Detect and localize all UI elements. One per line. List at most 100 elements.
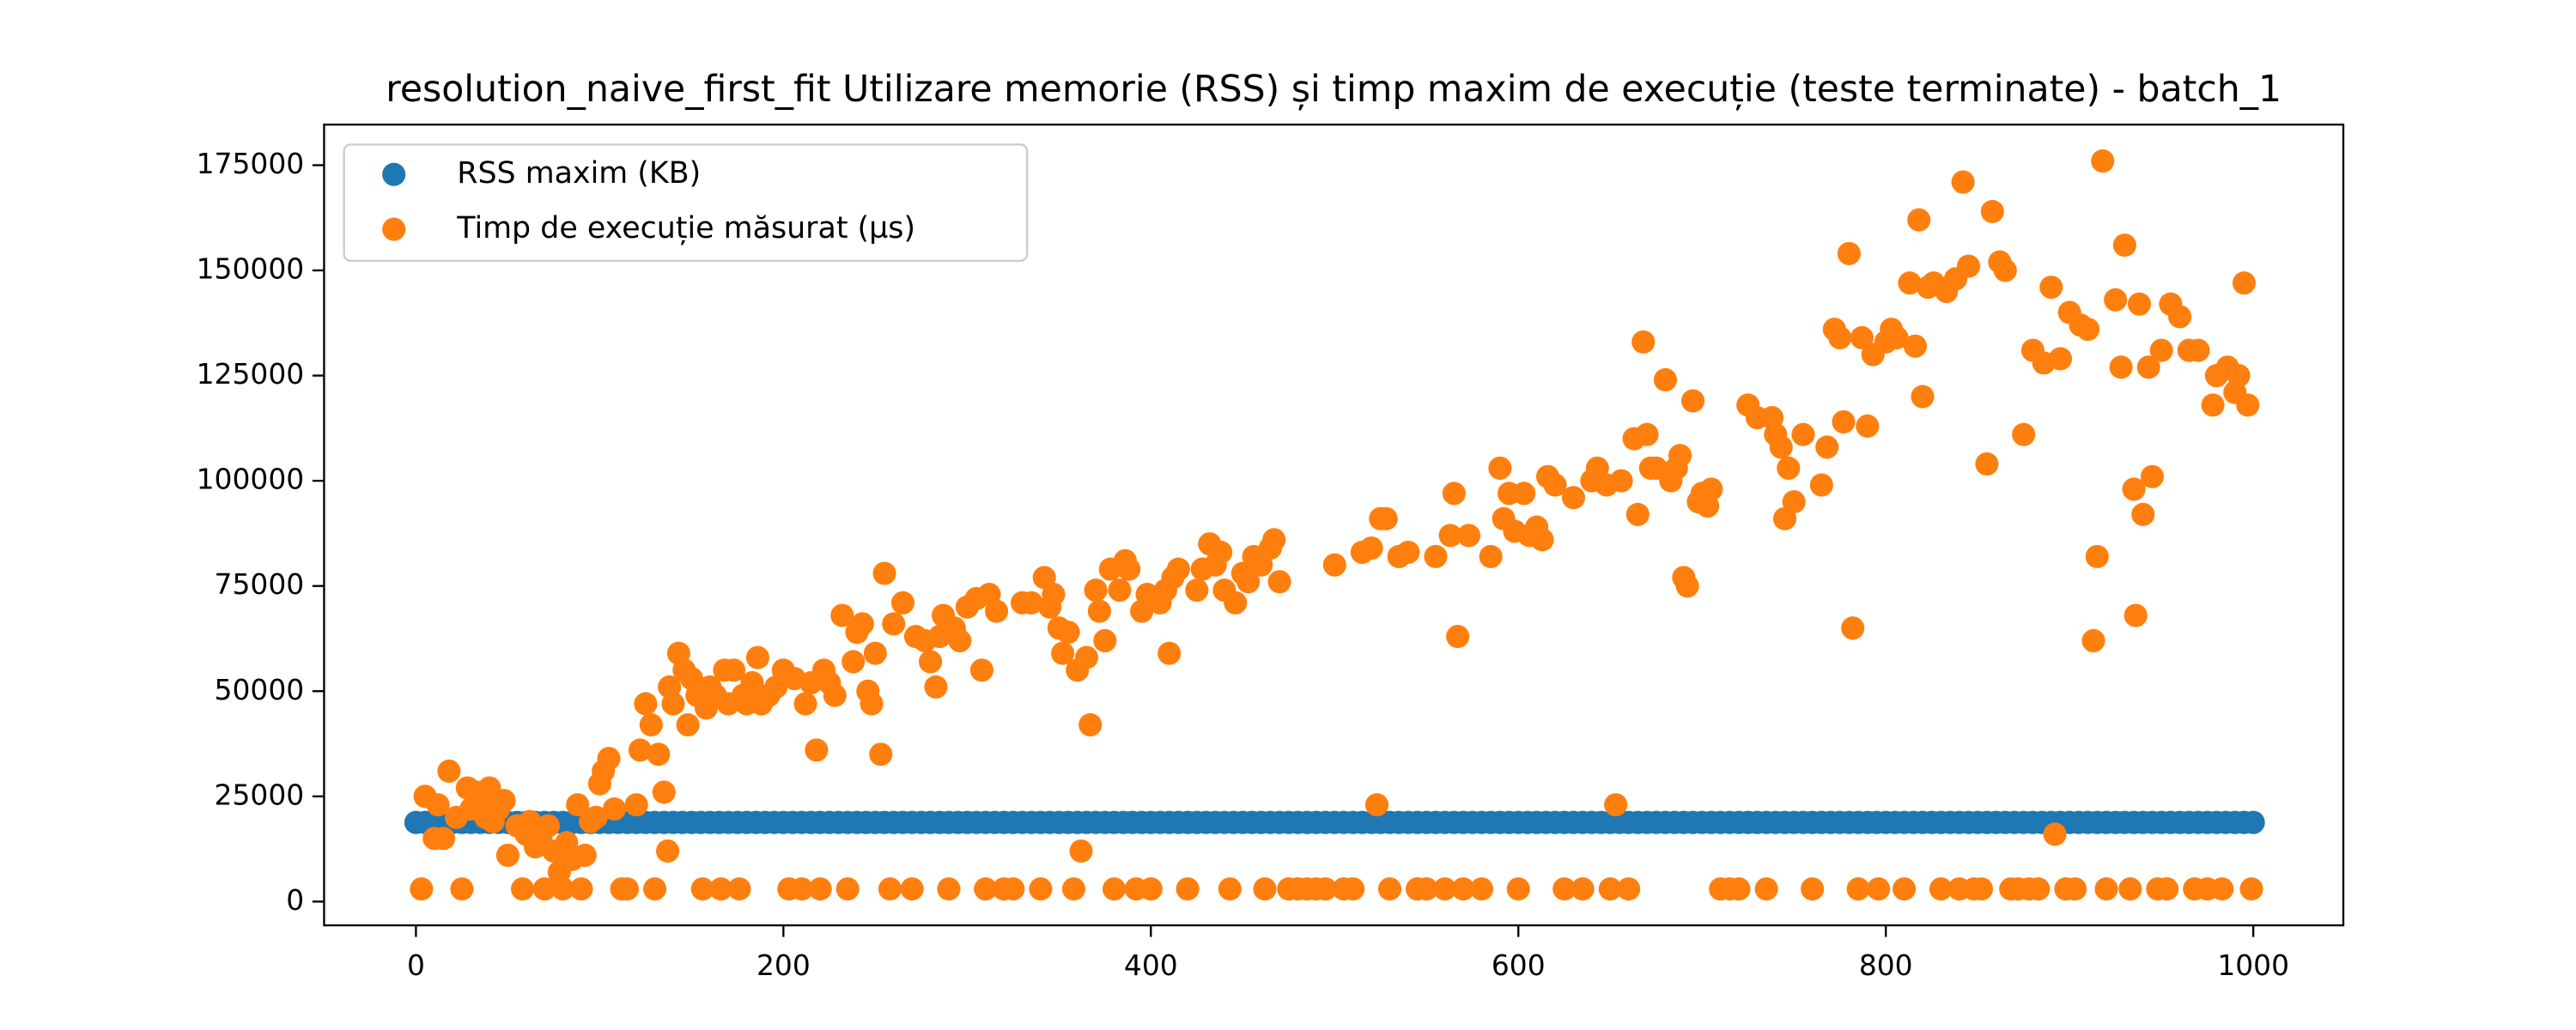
point <box>2236 393 2260 417</box>
point <box>2085 544 2109 568</box>
point <box>2232 271 2257 295</box>
y-tick-label: 25000 <box>215 778 305 811</box>
point <box>1903 334 1928 358</box>
point <box>1893 877 1917 901</box>
point <box>1951 170 1975 194</box>
x-tick-label: 800 <box>1859 948 1913 982</box>
point <box>518 809 542 833</box>
point <box>652 780 676 804</box>
point <box>924 675 948 699</box>
y-tick-label: 0 <box>286 883 304 917</box>
point <box>639 712 663 737</box>
point <box>1809 473 1833 497</box>
point <box>2136 355 2160 379</box>
point <box>2048 347 2073 371</box>
y-tick-label: 100000 <box>197 463 305 496</box>
point <box>823 683 847 707</box>
point <box>841 650 866 674</box>
point <box>882 612 906 636</box>
legend: RSS maxim (KB) Timp de execuție măsurat (… <box>343 143 1029 263</box>
point <box>450 877 474 901</box>
point <box>2149 338 2173 362</box>
point <box>1236 570 1261 594</box>
point <box>1777 456 1801 480</box>
point <box>1456 524 1481 548</box>
point <box>1975 451 1999 476</box>
point <box>2118 877 2142 901</box>
point <box>937 877 961 901</box>
point <box>532 877 556 901</box>
point <box>1166 557 1190 581</box>
point <box>536 814 561 838</box>
point <box>1625 502 1649 526</box>
point <box>835 877 860 901</box>
x-tick-label: 600 <box>1492 948 1546 982</box>
point <box>2123 603 2148 627</box>
point <box>676 712 700 737</box>
legend-label: RSS maxim (KB) <box>457 156 701 191</box>
point <box>615 877 640 901</box>
point <box>2122 477 2146 501</box>
point <box>2186 338 2210 362</box>
point <box>860 692 884 716</box>
point <box>1571 877 1595 901</box>
point <box>1093 628 1117 652</box>
point <box>2155 877 2179 901</box>
point <box>1801 877 1825 901</box>
point <box>1424 544 1448 568</box>
point <box>584 805 608 829</box>
point <box>1001 877 1025 901</box>
point <box>1074 645 1098 670</box>
point <box>2091 149 2115 173</box>
point <box>1699 477 1723 501</box>
point <box>573 843 597 867</box>
point <box>1653 367 1678 392</box>
point <box>1267 570 1291 594</box>
point <box>1668 444 1692 468</box>
point <box>1754 877 1778 901</box>
point <box>1314 877 1338 901</box>
point <box>1341 877 1365 901</box>
point <box>869 742 893 766</box>
point <box>1867 877 1891 901</box>
point <box>1157 641 1182 665</box>
point <box>1364 793 1389 817</box>
point <box>1631 330 1656 354</box>
point <box>1506 877 1530 901</box>
x-tick-label: 1000 <box>2217 948 2289 982</box>
point <box>690 877 714 901</box>
point <box>1898 271 1922 295</box>
point <box>1442 482 1466 506</box>
point <box>1108 579 1132 603</box>
y-tick-label: 75000 <box>215 567 305 601</box>
point <box>709 877 733 901</box>
point <box>426 793 450 817</box>
axes-frame <box>323 124 2345 927</box>
point <box>1322 553 1346 577</box>
point <box>793 692 817 716</box>
point <box>656 839 680 863</box>
point <box>969 658 994 682</box>
point <box>872 561 896 585</box>
point <box>643 877 667 901</box>
point <box>1069 839 1093 863</box>
point <box>948 628 972 652</box>
legend-box <box>343 143 1029 263</box>
point <box>1056 621 1080 645</box>
point <box>1552 877 1577 901</box>
point <box>1117 557 1141 581</box>
point <box>1929 877 1953 901</box>
point <box>1604 793 1628 817</box>
point <box>1815 435 1839 459</box>
point <box>1218 877 1242 901</box>
point <box>566 793 590 817</box>
series <box>410 149 2263 901</box>
legend-marker <box>382 217 406 241</box>
point <box>1224 591 1248 615</box>
point <box>1907 208 1931 232</box>
point <box>900 877 924 901</box>
point <box>1675 574 1699 598</box>
point <box>1374 506 1398 530</box>
point <box>2131 502 2155 526</box>
point <box>1850 325 1874 350</box>
